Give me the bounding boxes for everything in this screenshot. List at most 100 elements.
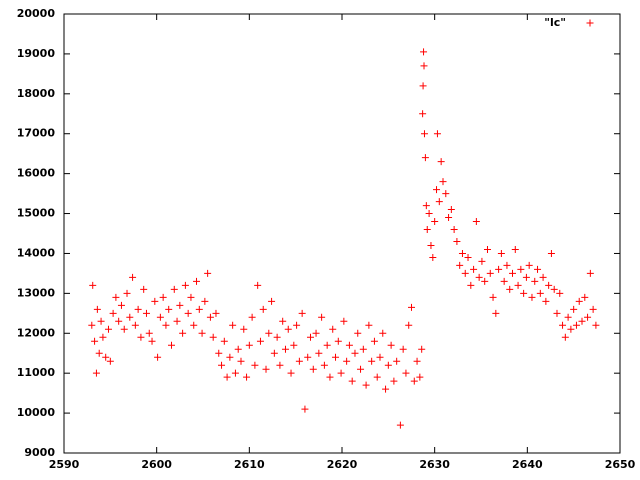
data-point xyxy=(550,285,558,293)
data-point xyxy=(522,273,530,281)
data-point xyxy=(528,293,536,301)
data-point xyxy=(382,385,390,393)
data-point xyxy=(92,369,100,377)
data-point xyxy=(329,325,337,333)
data-point xyxy=(137,333,145,341)
data-point xyxy=(140,285,148,293)
data-point xyxy=(223,373,231,381)
data-point xyxy=(284,325,292,333)
data-point xyxy=(265,329,273,337)
data-point xyxy=(545,281,553,289)
data-point xyxy=(287,369,295,377)
data-point xyxy=(536,289,544,297)
data-point xyxy=(390,377,398,385)
data-point xyxy=(435,198,443,206)
data-point xyxy=(215,349,223,357)
data-point xyxy=(254,281,262,289)
data-point xyxy=(461,269,469,277)
data-point xyxy=(368,357,376,365)
data-point xyxy=(410,377,418,385)
data-point xyxy=(525,261,533,269)
data-point xyxy=(162,321,170,329)
data-point xyxy=(237,357,245,365)
data-point xyxy=(332,353,340,361)
data-point xyxy=(497,249,505,257)
data-point xyxy=(309,365,317,373)
data-point xyxy=(564,313,572,321)
data-point xyxy=(354,329,362,337)
data-point xyxy=(231,369,239,377)
data-point xyxy=(357,365,365,373)
data-point xyxy=(420,48,428,56)
data-point xyxy=(420,62,428,70)
data-point xyxy=(102,353,110,361)
data-point xyxy=(453,237,461,245)
data-point xyxy=(88,321,96,329)
data-point xyxy=(156,313,164,321)
data-point xyxy=(351,349,359,357)
data-point xyxy=(520,289,528,297)
data-point xyxy=(195,305,203,313)
data-point xyxy=(198,329,206,337)
data-point xyxy=(204,269,212,277)
data-point xyxy=(184,309,192,317)
y-tick-label: 17000 xyxy=(17,127,56,140)
data-point xyxy=(126,313,134,321)
data-point xyxy=(281,345,289,353)
data-point xyxy=(154,353,162,361)
data-point xyxy=(220,337,228,345)
data-point xyxy=(408,303,415,311)
data-point xyxy=(553,309,561,317)
plot-frame xyxy=(63,13,621,454)
data-point xyxy=(402,369,410,377)
data-point xyxy=(384,361,392,369)
data-point xyxy=(396,421,404,429)
data-point xyxy=(359,345,367,353)
data-point xyxy=(492,309,500,317)
y-tick-label: 11000 xyxy=(17,366,56,379)
data-point xyxy=(270,349,278,357)
data-point xyxy=(447,206,455,214)
data-point xyxy=(93,305,101,313)
data-point xyxy=(431,218,439,226)
data-point xyxy=(511,245,519,253)
data-point xyxy=(425,210,433,218)
legend-label: "lc" xyxy=(544,16,566,29)
y-tick-label: 14000 xyxy=(17,246,56,259)
x-tick-label: 2650 xyxy=(605,458,636,471)
data-point xyxy=(251,361,259,369)
data-point xyxy=(298,309,306,317)
data-point xyxy=(234,345,242,353)
data-point xyxy=(293,321,301,329)
data-point xyxy=(542,297,550,305)
data-point xyxy=(323,341,331,349)
data-point xyxy=(561,333,569,341)
data-point xyxy=(181,281,189,289)
data-point xyxy=(362,381,370,389)
data-point xyxy=(470,265,478,273)
data-point xyxy=(517,265,525,273)
data-point xyxy=(423,226,431,234)
data-point xyxy=(458,249,466,257)
data-point xyxy=(419,82,427,90)
data-point xyxy=(95,349,103,357)
data-point xyxy=(343,357,351,365)
y-tick-label: 15000 xyxy=(17,207,56,220)
data-point xyxy=(373,373,381,381)
x-tick-label: 2630 xyxy=(419,458,450,471)
data-point xyxy=(179,329,187,337)
data-point xyxy=(376,353,384,361)
data-point xyxy=(433,130,441,138)
data-point xyxy=(467,281,475,289)
data-point xyxy=(190,321,198,329)
data-point xyxy=(315,349,323,357)
data-point xyxy=(106,357,114,365)
data-point xyxy=(370,337,378,345)
data-point xyxy=(433,186,441,194)
data-point xyxy=(337,369,345,377)
data-point xyxy=(495,265,503,273)
data-point xyxy=(248,313,256,321)
data-point xyxy=(104,325,112,333)
data-point xyxy=(586,269,594,277)
data-point xyxy=(340,317,348,325)
